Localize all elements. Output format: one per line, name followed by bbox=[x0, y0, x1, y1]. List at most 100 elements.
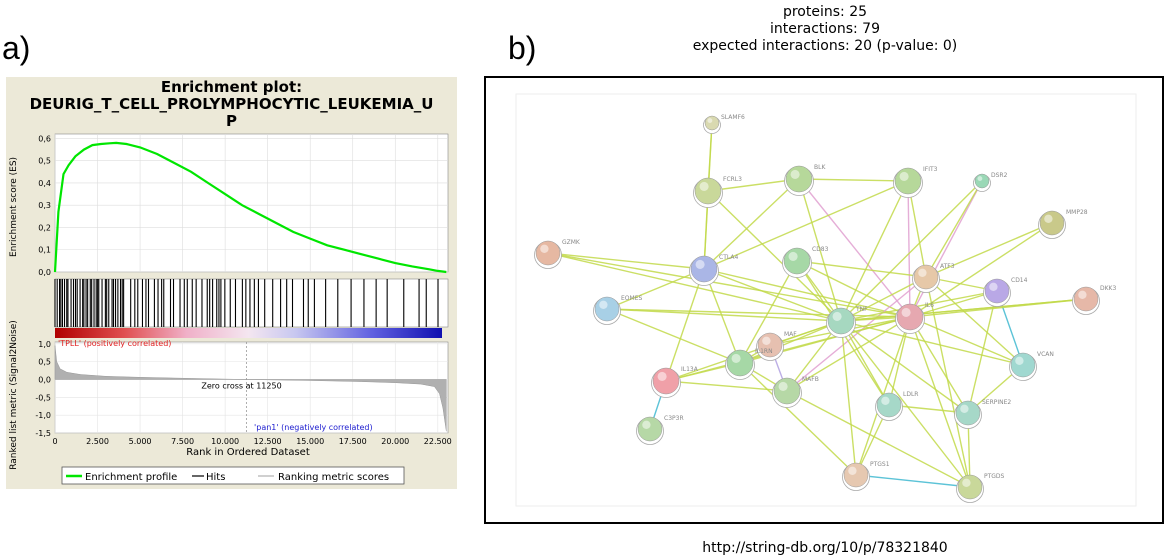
network-node[interactable]: PTGS1 bbox=[842, 461, 890, 491]
node-label: TNF bbox=[855, 306, 868, 313]
network-edge bbox=[707, 190, 842, 322]
network-edge bbox=[703, 268, 911, 318]
network-node[interactable]: TNF bbox=[826, 306, 869, 338]
node-highlight bbox=[788, 251, 798, 261]
node-circle bbox=[1010, 352, 1036, 378]
es-tick-label: 0,3 bbox=[38, 201, 51, 210]
network-edge bbox=[739, 362, 857, 476]
es-tick-label: 0,1 bbox=[38, 246, 51, 255]
network-node[interactable]: MAF bbox=[756, 331, 798, 361]
legend-metric-label: Ranking metric scores bbox=[278, 472, 389, 483]
network-node[interactable]: C3P3R bbox=[636, 415, 684, 445]
node-circle bbox=[913, 264, 939, 290]
network-node[interactable]: GZMK bbox=[534, 239, 581, 269]
node-highlight bbox=[962, 478, 971, 487]
network-edge bbox=[547, 252, 705, 270]
node-circle bbox=[876, 392, 902, 418]
node-circle bbox=[652, 367, 680, 395]
node-circle bbox=[726, 349, 754, 377]
node-circle bbox=[1073, 286, 1099, 312]
network-node[interactable]: IL1RN bbox=[725, 348, 773, 380]
enrichment-plot-panel: Enrichment plot: DEURIG_T_CELL_PROLYMPHO… bbox=[6, 77, 457, 489]
network-edge bbox=[547, 252, 911, 318]
network-edge bbox=[798, 178, 911, 318]
node-label: GZMK bbox=[562, 239, 581, 246]
network-edge bbox=[606, 308, 842, 322]
node-highlight bbox=[1044, 214, 1053, 223]
network-edge bbox=[840, 320, 857, 476]
network-edge bbox=[665, 320, 842, 382]
node-circle bbox=[773, 377, 801, 405]
node-label: IL6 bbox=[925, 302, 934, 309]
node-circle bbox=[957, 474, 983, 500]
node-highlight bbox=[642, 420, 651, 429]
es-tick-label: 0,5 bbox=[38, 157, 51, 166]
network-node[interactable]: DKK3 bbox=[1072, 285, 1117, 315]
network-node[interactable]: IFIT3 bbox=[893, 166, 938, 198]
network-edge bbox=[606, 268, 705, 310]
network-node[interactable]: LDLR bbox=[875, 391, 919, 421]
node-label: IL1RN bbox=[755, 348, 773, 355]
network-edge bbox=[606, 308, 741, 364]
node-circle bbox=[1039, 210, 1065, 236]
network-node[interactable]: MMP28 bbox=[1038, 209, 1088, 239]
node-label: PTGS1 bbox=[870, 461, 890, 468]
network-edge bbox=[703, 178, 800, 270]
node-highlight bbox=[540, 244, 549, 253]
node-highlight bbox=[899, 171, 909, 181]
metric-tick-label: 1,0 bbox=[38, 340, 51, 349]
node-label: IL13A bbox=[681, 366, 699, 373]
x-tick-label: 17.500 bbox=[339, 437, 367, 446]
x-tick-label: 10.000 bbox=[211, 437, 239, 446]
network-edge bbox=[925, 276, 971, 488]
node-label: CTLA4 bbox=[719, 254, 738, 261]
network-node[interactable]: FCRL3 bbox=[693, 176, 743, 208]
node-circle bbox=[974, 173, 990, 189]
network-node[interactable]: EOMES bbox=[593, 295, 643, 325]
network-node[interactable]: ATF3 bbox=[912, 263, 955, 293]
network-edge bbox=[909, 316, 969, 414]
network-node[interactable]: SLAMF6 bbox=[703, 114, 746, 134]
title-line-2: DEURIG_T_CELL_PROLYMPHOCYTIC_LEUKEMIA_U bbox=[29, 95, 434, 113]
node-label: EOMES bbox=[621, 295, 642, 302]
node-label: MAF bbox=[784, 331, 797, 338]
network-node[interactable]: MAFB bbox=[772, 376, 819, 408]
network-node[interactable]: CD14 bbox=[983, 277, 1028, 307]
network-node[interactable]: PTGDS bbox=[956, 473, 1005, 503]
ranking-metric-area bbox=[54, 345, 447, 432]
node-circle bbox=[894, 167, 922, 195]
network-node[interactable]: VCAN bbox=[1009, 351, 1054, 381]
node-highlight bbox=[657, 371, 667, 382]
network-node[interactable]: BLK bbox=[784, 164, 827, 196]
node-label: IFIT3 bbox=[923, 166, 938, 173]
node-label: BLK bbox=[814, 164, 826, 171]
node-highlight bbox=[695, 259, 705, 269]
node-label: VCAN bbox=[1037, 351, 1054, 358]
network-edge bbox=[798, 178, 909, 182]
node-circle bbox=[785, 165, 813, 193]
hits-panel bbox=[54, 278, 449, 338]
node-highlight bbox=[918, 268, 927, 277]
node-label: PTGDS bbox=[984, 473, 1005, 480]
network-node[interactable]: IL6 bbox=[895, 302, 935, 334]
node-highlight bbox=[699, 181, 709, 191]
network-node[interactable]: SERPINE2 bbox=[954, 399, 1012, 429]
network-edge bbox=[707, 178, 800, 192]
node-highlight bbox=[790, 169, 800, 179]
node-circle bbox=[955, 400, 981, 426]
x-tick-label: 2.500 bbox=[86, 437, 109, 446]
network-edge bbox=[840, 320, 1024, 366]
x-tick-label: 22.500 bbox=[424, 437, 452, 446]
node-label: MAFB bbox=[802, 376, 819, 383]
network-node[interactable]: CD83 bbox=[782, 246, 829, 278]
node-highlight bbox=[731, 353, 741, 364]
network-node[interactable]: DSR2 bbox=[973, 172, 1008, 192]
string-url[interactable]: http://string-db.org/10/p/78321840 bbox=[702, 540, 948, 556]
network-node[interactable]: IL13A bbox=[651, 366, 699, 398]
node-circle bbox=[694, 177, 722, 205]
node-label: CD83 bbox=[812, 246, 829, 253]
network-node[interactable]: CTLA4 bbox=[689, 254, 739, 286]
enrichment-plot-title: Enrichment plot: DEURIG_T_CELL_PROLYMPHO… bbox=[6, 79, 457, 130]
enrichment-plot-svg: 0,6 0,5 0,4 0,3 0,2 0,1 0,0 1,0 0,5 0,0 -0,5 -1,0 -… bbox=[9, 133, 452, 485]
network-edge bbox=[840, 320, 969, 414]
